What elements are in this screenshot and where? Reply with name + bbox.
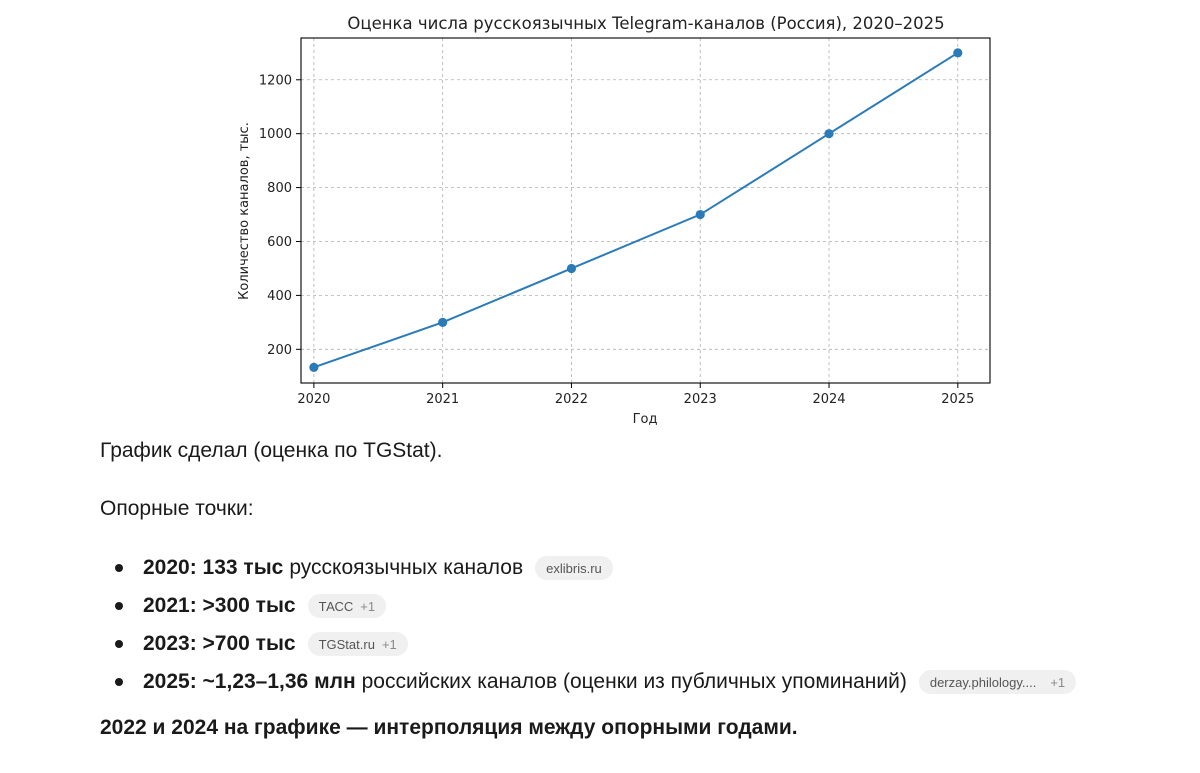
data-point bbox=[824, 129, 834, 139]
list-item: 2020: 133 тыс русскоязычных каналов exli… bbox=[100, 549, 1160, 587]
y-tick-label: 1200 bbox=[259, 73, 292, 88]
source-name: TGStat.ru bbox=[318, 636, 375, 652]
y-tick-label: 1000 bbox=[259, 127, 292, 142]
data-point bbox=[566, 263, 577, 274]
line-chart: Оценка числа русскоязычных Telegram-кана… bbox=[237, 14, 991, 427]
source-count: +1 bbox=[1050, 674, 1066, 690]
y-tick-label: 200 bbox=[267, 343, 292, 358]
data-point bbox=[309, 362, 319, 372]
source-chip[interactable]: ТАСС +1 bbox=[307, 594, 387, 618]
intro-text: График сделал (оценка по TGStat). bbox=[100, 439, 443, 462]
data-point bbox=[438, 317, 448, 327]
source-name: derzay.philology.... bbox=[929, 674, 1037, 690]
x-tick-label: 2020 bbox=[297, 392, 330, 407]
x-tick-label: 2025 bbox=[941, 392, 974, 407]
point-strong: 2021: >300 тыс bbox=[143, 594, 296, 617]
y-tick-label: 800 bbox=[267, 181, 292, 196]
series-line bbox=[313, 51, 959, 369]
source-count: +1 bbox=[360, 598, 376, 614]
point-strong: 2025: ~1,23–1,36 млн bbox=[143, 670, 356, 693]
x-tick-label: 2023 bbox=[684, 392, 717, 407]
y-tick-label: 400 bbox=[267, 289, 292, 304]
plot-frame bbox=[300, 37, 991, 384]
y-axis-label: Количество каналов, тыс. bbox=[237, 122, 252, 300]
point-strong: 2020: 133 тыс bbox=[143, 556, 284, 579]
bullet bbox=[115, 602, 123, 610]
source-name: ТАСС bbox=[318, 598, 354, 614]
chart-series bbox=[309, 48, 963, 372]
x-tick-label: 2022 bbox=[555, 392, 588, 407]
x-tick-label: 2021 bbox=[426, 392, 459, 407]
source-name: exlibris.ru bbox=[546, 560, 602, 576]
point-text: русскоязычных каналов bbox=[289, 556, 524, 579]
point-strong: 2023: >700 тыс bbox=[143, 632, 296, 655]
point-text: российских каналов (оценки из публичных … bbox=[361, 670, 907, 693]
message-body: График сделал (оценка по TGStat). Опорны… bbox=[100, 432, 1160, 764]
interpolation-note: 2022 и 2024 на графике — интерполяция ме… bbox=[100, 716, 798, 739]
y-tick-label: 600 bbox=[267, 235, 292, 250]
x-axis-label: Год bbox=[633, 412, 658, 427]
source-count: +1 bbox=[381, 636, 397, 652]
data-point bbox=[695, 209, 705, 220]
list-item: 2021: >300 тыс ТАСС +1 bbox=[100, 587, 1160, 625]
source-chip[interactable]: TGStat.ru +1 bbox=[307, 632, 408, 656]
chart-grid bbox=[301, 38, 990, 383]
bullet bbox=[115, 564, 123, 572]
bullet bbox=[115, 678, 123, 686]
chart-ticks: 2020 2021 2022 2023 2024 2025 200 400 600 800 1000… bbox=[259, 73, 974, 407]
points-list: 2020: 133 тыс русскоязычных каналов exli… bbox=[100, 549, 1160, 701]
source-chip[interactable]: exlibris.ru bbox=[535, 556, 613, 580]
x-tick-label: 2024 bbox=[812, 392, 845, 407]
bullet bbox=[115, 640, 123, 648]
data-point bbox=[953, 48, 963, 58]
points-title: Опорные точки: bbox=[100, 497, 254, 520]
source-chip[interactable]: derzay.philology.... +1 bbox=[918, 670, 1077, 694]
list-item: 2025: ~1,23–1,36 млн российских каналов … bbox=[100, 663, 1160, 701]
list-item: 2023: >700 тыс TGStat.ru +1 bbox=[100, 625, 1160, 663]
chart-title: Оценка числа русскоязычных Telegram-кана… bbox=[347, 14, 944, 33]
